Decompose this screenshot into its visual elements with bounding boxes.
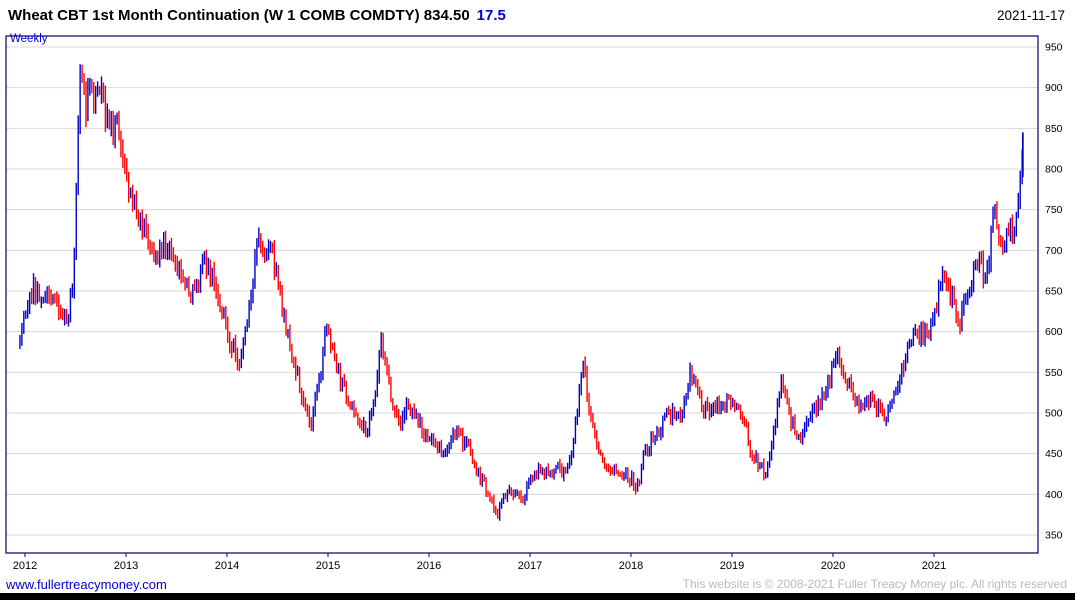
- svg-text:450: 450: [1045, 448, 1063, 460]
- frequency-label: Weekly: [10, 33, 48, 45]
- chart-canvas: 350 400 450 500 550 600 650 700 750 800 850 900 950 2…: [5, 35, 1063, 572]
- svg-text:650: 650: [1045, 286, 1063, 298]
- x-axis-ticks: [24, 553, 935, 557]
- svg-text:800: 800: [1045, 164, 1063, 176]
- bottom-bar: [0, 593, 1075, 600]
- svg-text:2019: 2019: [720, 560, 744, 572]
- gridlines: [6, 46, 1038, 536]
- site-link[interactable]: www.fullertreacymoney.com: [6, 577, 167, 592]
- svg-text:2014: 2014: [215, 560, 239, 572]
- svg-text:2016: 2016: [417, 560, 441, 572]
- svg-text:2012: 2012: [13, 560, 37, 572]
- svg-text:350: 350: [1045, 530, 1063, 542]
- chart-header: Wheat CBT 1st Month Continuation (W 1 CO…: [0, 0, 1075, 30]
- chart-date: 2021-11-17: [996, 7, 1065, 23]
- y-axis-labels: 350 400 450 500 550 600 650 700 750 800 850 900 950: [1045, 42, 1063, 542]
- svg-text:550: 550: [1045, 367, 1063, 379]
- price-chart: Weekly 350 400 450 500 550 600 650 700 750 800 850…: [0, 30, 1075, 575]
- svg-text:2013: 2013: [114, 560, 138, 572]
- svg-text:400: 400: [1045, 489, 1063, 501]
- svg-text:500: 500: [1045, 408, 1063, 420]
- plot-border: [5, 35, 1039, 554]
- price-bars: [19, 64, 1024, 521]
- svg-text:2017: 2017: [518, 560, 542, 572]
- x-axis-labels: 2012 2013 2014 2015 2016 2017 2018 2019 2020 2021: [13, 560, 946, 572]
- svg-text:600: 600: [1045, 326, 1063, 338]
- copyright-text: This website is © 2008-2021 Fuller Treac…: [682, 577, 1067, 591]
- chart-footer: www.fullertreacymoney.com This website i…: [0, 573, 1075, 593]
- svg-text:900: 900: [1045, 82, 1063, 94]
- svg-text:2015: 2015: [316, 560, 340, 572]
- svg-text:850: 850: [1045, 123, 1063, 135]
- svg-text:2021: 2021: [922, 560, 946, 572]
- price-change: 17.5: [476, 6, 506, 24]
- svg-text:2018: 2018: [619, 560, 643, 572]
- svg-text:750: 750: [1045, 204, 1063, 216]
- svg-text:950: 950: [1045, 42, 1063, 54]
- svg-text:2020: 2020: [821, 560, 845, 572]
- chart-title: Wheat CBT 1st Month Continuation (W 1 CO…: [8, 6, 470, 24]
- svg-text:700: 700: [1045, 245, 1063, 257]
